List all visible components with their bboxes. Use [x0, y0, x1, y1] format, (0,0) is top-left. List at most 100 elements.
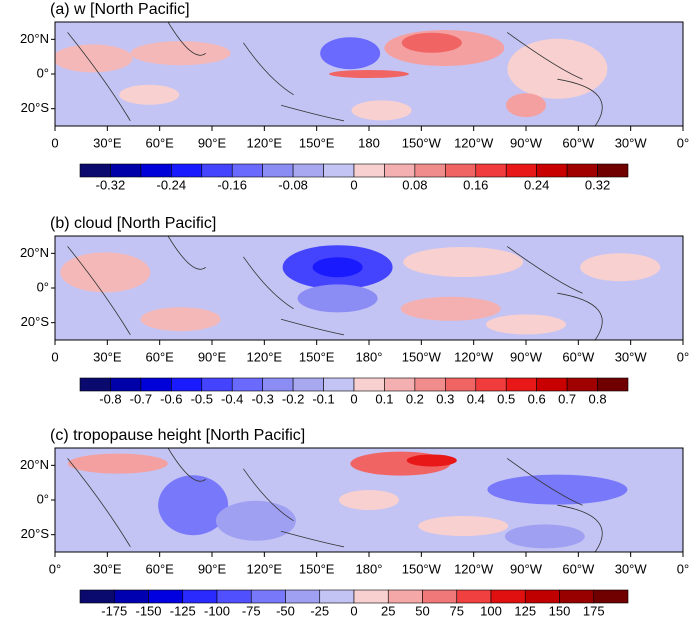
colorbar-box — [250, 589, 286, 604]
colorbar-box — [323, 163, 355, 178]
lon-label: 0° — [49, 561, 61, 576]
colorbar-label: -0.16 — [217, 177, 247, 192]
colorbar-label: -0.5 — [191, 391, 213, 406]
lon-label: 150°W — [402, 349, 442, 364]
colorbar-label: -0.1 — [312, 391, 334, 406]
lon-label: 30°W — [615, 349, 648, 364]
colorbar-box — [79, 163, 111, 178]
lon-label: 60°W — [562, 561, 595, 576]
colorbar-label: -0.24 — [157, 177, 187, 192]
lon-label: 120°E — [247, 349, 283, 364]
colorbar-label: -75 — [242, 603, 261, 618]
colorbar-box — [422, 589, 458, 604]
colorbar-box — [353, 377, 385, 392]
colorbar-label: 100 — [480, 603, 502, 618]
colorbar-label: 75 — [450, 603, 464, 618]
lon-label: 60°E — [145, 561, 174, 576]
colorbar-box — [566, 377, 598, 392]
colorbar-box — [353, 589, 389, 604]
lon-label: 90°E — [198, 135, 227, 150]
lon-label: 0° — [677, 561, 689, 576]
field-blob — [580, 253, 661, 282]
colorbar-box — [262, 377, 294, 392]
colorbar-label: -50 — [276, 603, 295, 618]
field-blob — [55, 44, 133, 73]
colorbar-label: 0.16 — [463, 177, 488, 192]
colorbar-box — [113, 589, 149, 604]
colorbar-box — [79, 377, 111, 392]
colorbar-box — [292, 377, 324, 392]
lon-label: 60°E — [145, 135, 174, 150]
coastline — [557, 78, 603, 126]
colorbar-box — [536, 377, 568, 392]
field-blob — [130, 41, 231, 66]
colorbar-label: 0 — [350, 603, 357, 618]
colorbar-label: 0.8 — [589, 391, 607, 406]
field-blob — [403, 247, 524, 277]
lat-label: 20°N — [20, 31, 49, 46]
colorbar-label: 0.08 — [402, 177, 427, 192]
field-blob — [60, 252, 151, 293]
lat-label: 20°S — [21, 526, 50, 541]
colorbar-box — [524, 589, 560, 604]
colorbar-box — [445, 163, 477, 178]
colorbar-label: 175 — [583, 603, 605, 618]
colorbar-label: 150 — [549, 603, 571, 618]
colorbar-label: 0.2 — [406, 391, 424, 406]
lon-label: 120°E — [247, 135, 283, 150]
colorbar-label: 0.7 — [558, 391, 576, 406]
colorbar-box — [456, 589, 492, 604]
lon-label: 90°E — [198, 349, 227, 364]
colorbar-label: -175 — [101, 603, 127, 618]
field-blob — [320, 37, 381, 70]
field-blob — [506, 93, 546, 118]
lon-label: 60°E — [145, 349, 174, 364]
coastline — [167, 236, 206, 270]
colorbar-label: 0.1 — [375, 391, 393, 406]
colorbar-box — [171, 377, 203, 392]
colorbar-box — [505, 163, 537, 178]
colorbar-box — [319, 589, 355, 604]
field-blob — [67, 453, 168, 474]
lat-label: 0° — [37, 65, 49, 80]
lon-label: 180° — [356, 349, 383, 364]
map — [55, 22, 683, 126]
field-blob — [351, 100, 412, 121]
colorbar-label: 50 — [415, 603, 429, 618]
coastline — [280, 318, 344, 336]
lon-label: 90°E — [198, 561, 227, 576]
lon-label: 0° — [677, 349, 689, 364]
colorbar-box — [414, 163, 446, 178]
panel-title: (a) w [North Pacific] — [50, 1, 190, 18]
colorbar-label: -25 — [310, 603, 329, 618]
colorbar-box — [285, 589, 321, 604]
lat-label: 0° — [37, 491, 49, 506]
lon-label: 90°W — [510, 135, 543, 150]
lon-label: 90°W — [510, 561, 543, 576]
colorbar-box — [231, 377, 263, 392]
field-blob — [504, 524, 585, 549]
colorbar-label: 0.5 — [497, 391, 515, 406]
colorbar-box — [110, 377, 142, 392]
coastline — [280, 104, 344, 122]
lat-label: 20°S — [21, 314, 50, 329]
colorbar-label: -0.4 — [221, 391, 243, 406]
colorbar-box — [445, 377, 477, 392]
coastline — [506, 246, 583, 294]
colorbar-box — [490, 589, 526, 604]
colorbar-label: 0.6 — [528, 391, 546, 406]
colorbar-box — [323, 377, 355, 392]
colorbar-label: -100 — [204, 603, 230, 618]
coastline — [243, 468, 294, 522]
colorbar-label: -0.3 — [251, 391, 273, 406]
field-blob — [507, 38, 608, 99]
map — [55, 448, 683, 552]
coastline — [243, 256, 294, 310]
lon-label: 150°E — [299, 561, 335, 576]
coastline — [280, 530, 344, 548]
colorbar-label: -0.08 — [278, 177, 308, 192]
field-blob — [486, 314, 566, 335]
colorbar-box — [597, 163, 629, 178]
colorbar-label: 0.4 — [467, 391, 485, 406]
